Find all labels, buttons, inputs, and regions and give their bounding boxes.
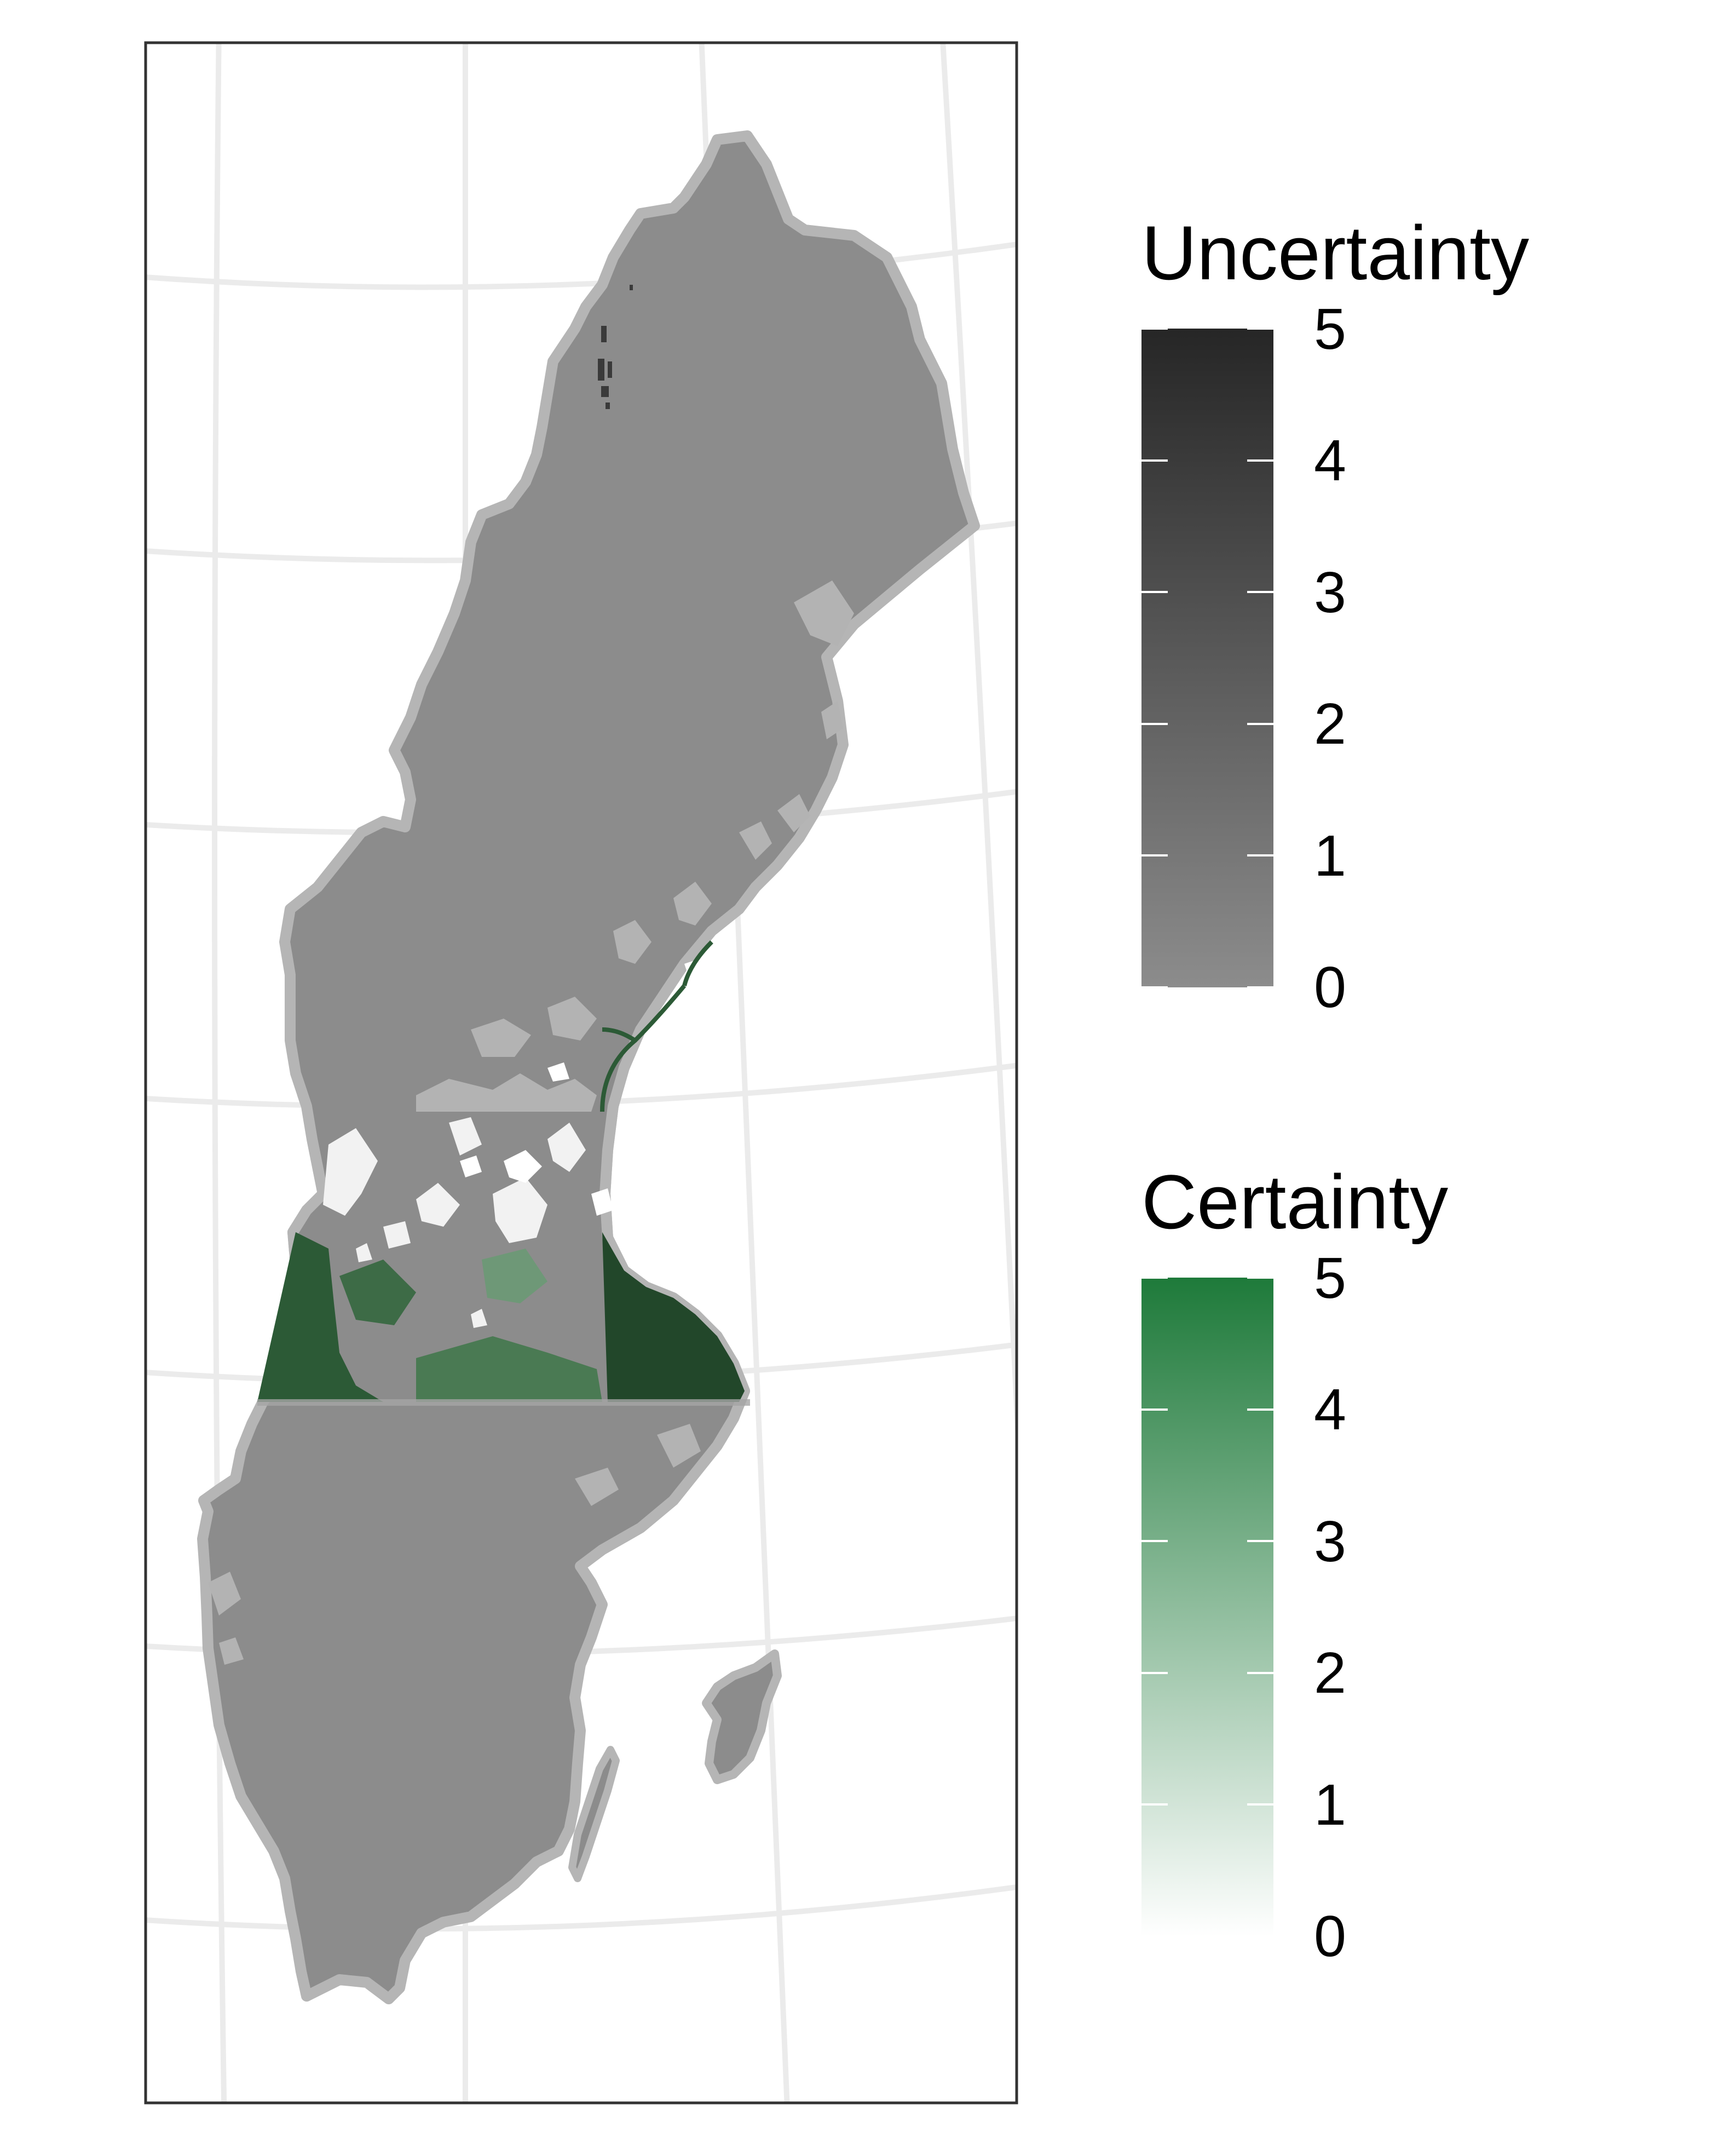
certainty-band-edge xyxy=(257,1399,750,1406)
tick-label: 0 xyxy=(1314,955,1346,1020)
map-panel xyxy=(146,43,1017,2103)
tick-label: 2 xyxy=(1314,1641,1346,1705)
uncertainty-colorbar xyxy=(1141,329,1273,987)
certainty-colorbar xyxy=(1141,1278,1273,1936)
tick-label: 5 xyxy=(1314,297,1346,361)
tick-label: 1 xyxy=(1314,1773,1346,1837)
tick-label: 0 xyxy=(1314,1904,1346,1969)
sweden-landmass xyxy=(197,130,980,2004)
oland-landmass xyxy=(568,1746,620,1882)
tick-label: 5 xyxy=(1314,1246,1346,1310)
gotland-landmass xyxy=(702,1649,782,1784)
tick-label: 3 xyxy=(1314,560,1346,625)
tick-label: 4 xyxy=(1314,428,1346,493)
tick-label: 3 xyxy=(1314,1509,1346,1574)
certainty-band xyxy=(208,580,854,1665)
tick-label: 4 xyxy=(1314,1377,1346,1442)
map-panel-border xyxy=(144,41,1018,2105)
high-uncertainty-patches xyxy=(598,285,633,409)
certainty-legend-title: Certainty xyxy=(1141,1159,1449,1245)
tick-label: 1 xyxy=(1314,824,1346,888)
tick-label: 2 xyxy=(1314,692,1346,756)
uncertainty-legend-title: Uncertainty xyxy=(1141,210,1530,296)
